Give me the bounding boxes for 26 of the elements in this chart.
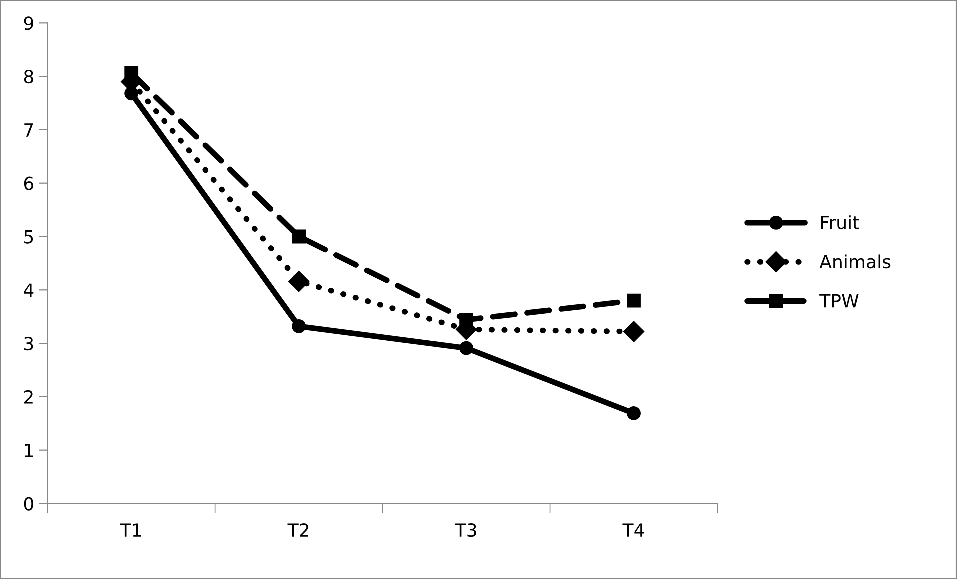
y-tick-label: 7 bbox=[24, 124, 34, 137]
legend-label: TPW bbox=[820, 294, 859, 308]
y-tick-label: 4 bbox=[24, 284, 34, 298]
y-tick-label: 1 bbox=[25, 444, 33, 458]
legend-label: Fruit bbox=[821, 216, 860, 230]
point bbox=[460, 341, 474, 356]
y-tick-label: 0 bbox=[24, 497, 34, 511]
point bbox=[623, 321, 645, 342]
y-tick-label: 8 bbox=[24, 70, 34, 84]
x-tick-label: T4 bbox=[622, 524, 644, 537]
point bbox=[124, 66, 139, 80]
point bbox=[292, 320, 306, 334]
y-tick-label: 2 bbox=[24, 390, 33, 404]
point bbox=[292, 230, 306, 244]
x-tick-label: T3 bbox=[455, 523, 476, 538]
y-tick-label: 5 bbox=[24, 230, 34, 244]
y-tick-label: 6 bbox=[24, 176, 34, 190]
legend-label: Animals bbox=[820, 254, 891, 269]
x-tick-label: T2 bbox=[288, 523, 309, 537]
y-tick-label: 9 bbox=[24, 16, 34, 30]
x-tick-label: T1 bbox=[120, 524, 142, 537]
point bbox=[627, 294, 641, 308]
point bbox=[460, 313, 474, 327]
point bbox=[627, 406, 641, 420]
point bbox=[288, 271, 310, 292]
y-tick-label: 3 bbox=[24, 337, 34, 351]
